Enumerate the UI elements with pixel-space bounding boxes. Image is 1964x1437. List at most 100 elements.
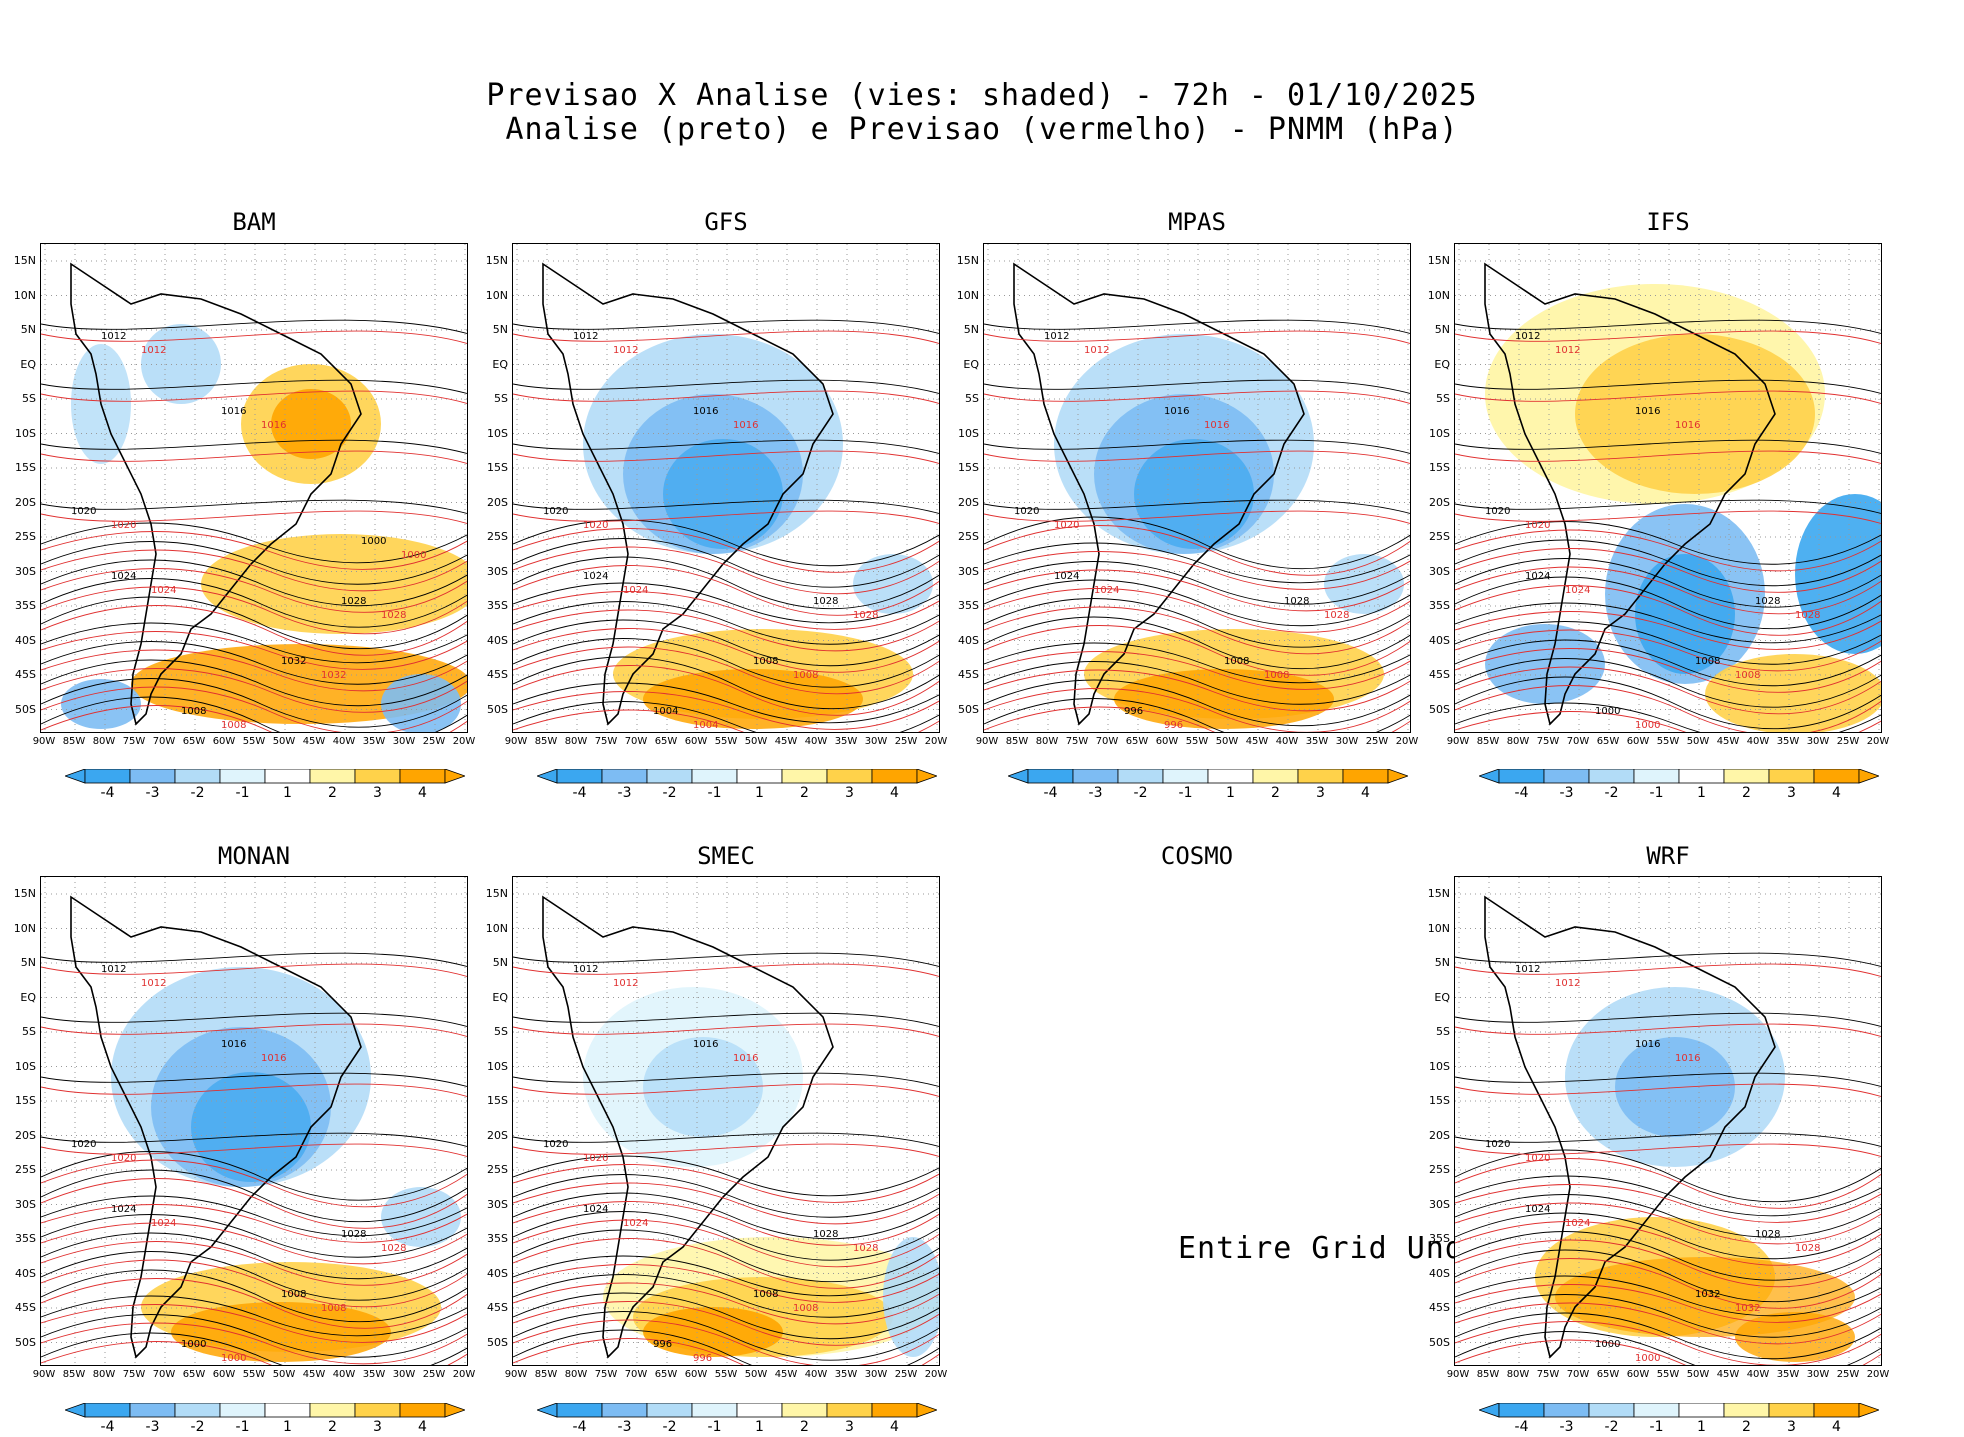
lat-tick-label: EQ	[963, 357, 979, 371]
isobar-label-forecast: 1028	[1324, 610, 1349, 621]
lon-tick-label: 50W	[744, 736, 768, 747]
lat-tick-label: 45S	[487, 668, 508, 681]
isobar-label-analysis: 1000	[181, 1339, 206, 1350]
isobar-label-forecast: 1032	[321, 670, 346, 681]
lon-tick-label: 35W	[1776, 1369, 1800, 1380]
bias-shading	[583, 334, 933, 729]
colorbar-arrow-left	[1006, 768, 1029, 784]
lat-tick-label: 40S	[1429, 633, 1450, 647]
lon-tick-label: 30W	[392, 1369, 416, 1380]
lat-tick-label: 15S	[487, 461, 508, 474]
lon-tick-label: 50W	[1686, 736, 1710, 747]
lon-tick-label: 65W	[182, 736, 206, 747]
forecast-isobars	[41, 330, 467, 732]
isobar-label-forecast: 1024	[1565, 1218, 1590, 1229]
lon-tick-label: 20W	[452, 736, 476, 747]
isobar-label-analysis: 1028	[813, 1229, 838, 1240]
lon-tick-label: 45W	[1716, 1369, 1740, 1380]
colorbar-swatch	[1723, 768, 1770, 784]
lon-tick-label: 20W	[1866, 736, 1890, 747]
lat-tick-label: 45S	[487, 1301, 508, 1314]
isobar-label-analysis: 1004	[653, 706, 678, 717]
lon-tick-label: 70W	[624, 1369, 648, 1380]
lat-tick-label: 40S	[487, 1266, 508, 1280]
colorbar-label: 1	[283, 785, 292, 801]
lat-tick-label: 35S	[15, 1232, 36, 1245]
forecast-isobars	[1455, 963, 1881, 1365]
colorbar-label: -2	[190, 785, 205, 801]
lon-tick-label: 90W	[1446, 1369, 1470, 1380]
lon-tick-label: 25W	[1836, 736, 1860, 747]
lon-tick-label: 65W	[1596, 1369, 1620, 1380]
lon-tick-label: 85W	[1476, 1369, 1500, 1380]
lon-tick-label: 55W	[714, 736, 738, 747]
lat-tick-label: 35S	[487, 599, 508, 612]
lon-tick-label: 90W	[32, 736, 56, 747]
lat-tick-label: 35S	[958, 599, 979, 612]
lon-tick-label: 75W	[594, 1369, 618, 1380]
colorbar-swatch	[1678, 768, 1725, 784]
colorbar-swatch	[1297, 768, 1344, 784]
colorbar-swatch	[1252, 768, 1299, 784]
colorbar-label: 2	[800, 1419, 809, 1435]
lon-tick-label: 50W	[1686, 1369, 1710, 1380]
lat-tick-label: 5S	[494, 1025, 508, 1038]
colorbar-swatch	[556, 768, 603, 784]
lat-tick-label: 10S	[15, 426, 36, 440]
colorbar-label: -2	[1133, 785, 1148, 801]
lat-tick-label: 45S	[958, 668, 979, 681]
forecast-isobars	[513, 963, 939, 1365]
lat-tick-label: EQ	[20, 357, 36, 371]
lat-tick-label: 25S	[15, 530, 36, 543]
isobar-label-analysis: 1020	[71, 506, 96, 517]
lat-tick-label: EQ	[492, 990, 508, 1004]
colorbar-label: 4	[1832, 1419, 1841, 1435]
isobar-label-forecast: 1000	[1635, 1353, 1660, 1364]
isobar-label-forecast: 1020	[1525, 1153, 1550, 1164]
lon-tick-label: 40W	[804, 1369, 828, 1380]
colorbar-swatch	[1633, 768, 1680, 784]
lon-tick-label: 45W	[302, 736, 326, 747]
colorbar-arrow-left	[1477, 1402, 1500, 1418]
colorbar-arrow-left	[535, 768, 558, 784]
lon-tick-label: 20W	[924, 1369, 948, 1380]
colorbar-swatch	[691, 768, 738, 784]
lon-tick-label: 45W	[774, 736, 798, 747]
isobar-label-forecast: 1016	[1675, 420, 1700, 431]
colorbar-label: 2	[328, 1419, 337, 1435]
isobar-label-forecast: 1000	[401, 550, 426, 561]
colorbar: -4 -3 -2 -1 1 2 3 4	[63, 1402, 467, 1437]
isobar-label-forecast: 1024	[1565, 585, 1590, 596]
isobar-label-analysis: 1008	[753, 1289, 778, 1300]
lon-tick-label: 90W	[504, 736, 528, 747]
colorbar-label: -3	[617, 1419, 632, 1435]
isobar-label-analysis: 1020	[543, 1139, 568, 1150]
isobar-label-analysis: 1020	[71, 1139, 96, 1150]
lon-tick-label: 45W	[302, 1369, 326, 1380]
colorbar-label: 4	[1832, 785, 1841, 801]
lon-tick-label: 50W	[272, 736, 296, 747]
isobar-label-analysis: 1028	[813, 596, 838, 607]
lon-tick-label: 30W	[392, 736, 416, 747]
isobar-label-analysis: 1028	[1755, 596, 1780, 607]
colorbar-swatch	[1813, 768, 1860, 784]
lat-tick-label: 45S	[1429, 1301, 1450, 1314]
lat-tick-label: 20S	[958, 495, 979, 509]
isobar-label-analysis: 1020	[1014, 506, 1039, 517]
lat-tick-label: 20S	[487, 495, 508, 509]
lat-tick-label: EQ	[20, 990, 36, 1004]
map-panel-monan: 1012 1012 1016 1016 1020 1020 1024 1024 1028 1028…	[40, 876, 468, 1366]
colorbar-label: -2	[1604, 1419, 1619, 1435]
lon-tick-label: 80W	[92, 1369, 116, 1380]
lon-tick-label: 70W	[1566, 736, 1590, 747]
colorbar-label: -1	[1178, 785, 1193, 801]
colorbar-arrow-right	[1387, 768, 1410, 784]
lat-tick-label: 40S	[958, 633, 979, 647]
isobar-label-forecast: 1012	[1555, 978, 1580, 989]
lat-tick-label: 10N	[485, 921, 508, 935]
isobar-label-analysis: 1016	[221, 1039, 246, 1050]
colorbar-swatch	[1723, 1402, 1770, 1418]
lat-tick-label: 10N	[13, 921, 36, 935]
lon-tick-label: 50W	[272, 1369, 296, 1380]
colorbar-label: -4	[572, 785, 587, 801]
